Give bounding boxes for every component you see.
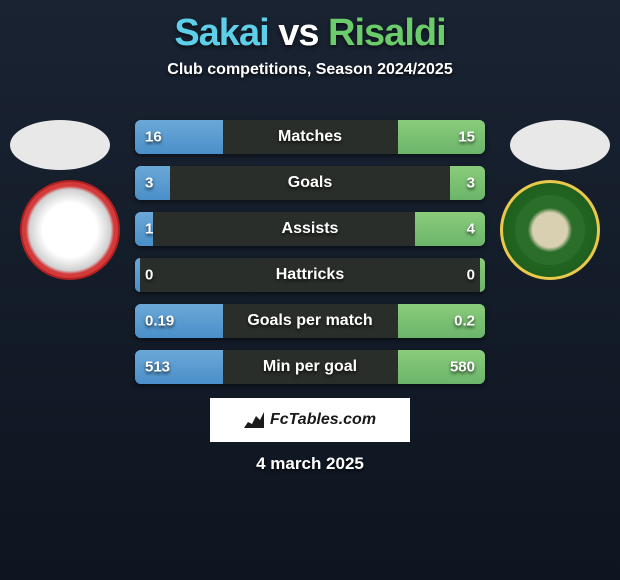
stat-bar-fill-right — [480, 258, 485, 292]
stat-value-left: 3 — [145, 175, 153, 192]
stat-label: Goals per match — [247, 312, 372, 330]
player2-club-badge — [500, 180, 600, 280]
stat-value-right: 4 — [467, 221, 475, 238]
stat-label: Hattricks — [276, 266, 344, 284]
stat-label: Goals — [288, 174, 332, 192]
stat-row: 3 3 Goals — [135, 166, 485, 200]
player2-face-placeholder — [510, 120, 610, 170]
stat-label: Assists — [282, 220, 339, 238]
subtitle: Club competitions, Season 2024/2025 — [0, 61, 620, 79]
stat-row: 16 15 Matches — [135, 120, 485, 154]
player1-name: Sakai — [174, 12, 268, 54]
player1-club-badge — [20, 180, 120, 280]
stat-value-left: 0.19 — [145, 313, 174, 330]
stat-value-left: 513 — [145, 359, 170, 376]
vs-text: vs — [278, 12, 318, 54]
stat-row: 1 4 Assists — [135, 212, 485, 246]
stats-container: 16 15 Matches 3 3 Goals 1 4 Assists 0 0 Hattricks 0.… — [135, 120, 485, 396]
stat-bar-fill-left — [135, 258, 140, 292]
footer-date: 4 march 2025 — [256, 454, 364, 474]
stat-value-left: 0 — [145, 267, 153, 284]
stat-value-left: 1 — [145, 221, 153, 238]
brand-text: FcTables.com — [270, 411, 376, 429]
player1-face-placeholder — [10, 120, 110, 170]
stat-value-right: 580 — [450, 359, 475, 376]
comparison-title: Sakai vs Risaldi — [0, 0, 620, 55]
stat-row: 513 580 Min per goal — [135, 350, 485, 384]
stat-value-right: 3 — [467, 175, 475, 192]
stat-label: Matches — [278, 128, 342, 146]
stat-value-left: 16 — [145, 129, 162, 146]
stat-label: Min per goal — [263, 358, 357, 376]
chart-icon — [244, 412, 264, 428]
player2-name: Risaldi — [328, 12, 446, 54]
stat-row: 0.19 0.2 Goals per match — [135, 304, 485, 338]
stat-value-right: 0.2 — [454, 313, 475, 330]
stat-value-right: 0 — [467, 267, 475, 284]
stat-row: 0 0 Hattricks — [135, 258, 485, 292]
brand-logo[interactable]: FcTables.com — [210, 398, 410, 442]
stat-value-right: 15 — [458, 129, 475, 146]
